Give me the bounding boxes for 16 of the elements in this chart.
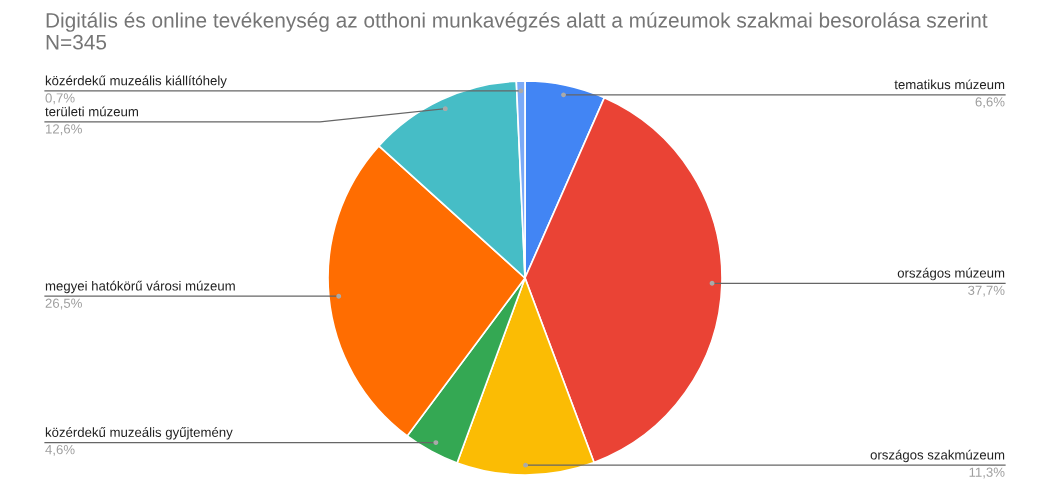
data-label: 37,7% bbox=[968, 285, 1005, 297]
slice-label: közérdekű muzeális kiállítóhely bbox=[45, 75, 227, 88]
data-label: 11,3% bbox=[969, 467, 1005, 479]
slice-label: tematikus múzeum bbox=[894, 79, 1005, 90]
chart-subtitle: N=345 bbox=[46, 34, 107, 50]
data-label: 4,6% bbox=[45, 444, 75, 456]
slice-label: területi múzeum bbox=[45, 106, 138, 117]
slice-label: országos múzeum bbox=[897, 267, 1005, 281]
slice-label: közérdekű muzeális gyűjtemény bbox=[45, 427, 233, 440]
data-label: 26,5% bbox=[45, 298, 82, 310]
slice-label: megyei hatókörű városi múzeum bbox=[45, 280, 235, 294]
data-label: 6,6% bbox=[975, 97, 1005, 109]
data-label: 12,6% bbox=[46, 124, 82, 136]
slice-label: országos szakmúzeum bbox=[870, 449, 1005, 463]
chart-title: Digitális és online tevékenység az otthoni munkavégzés alatt a múzeumok szakmai besorolása szerint bbox=[46, 12, 988, 32]
data-label: 0,7% bbox=[45, 93, 75, 105]
